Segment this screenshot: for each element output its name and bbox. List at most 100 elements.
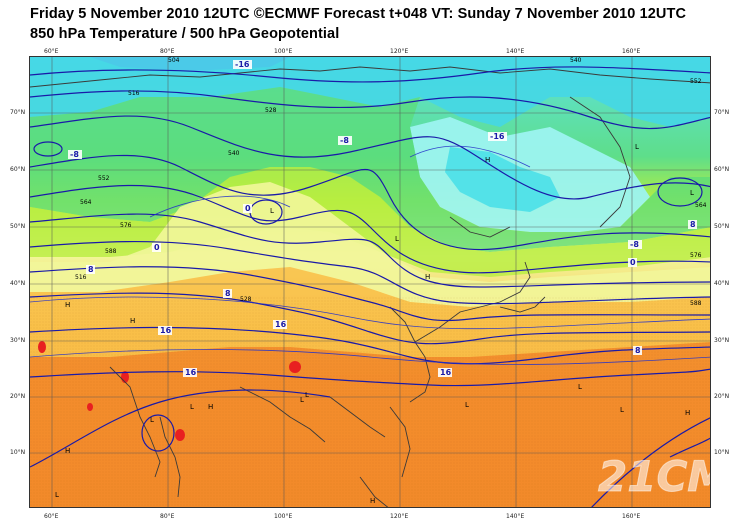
pressure-center-label: H: [65, 301, 70, 309]
geopotential-label: 540: [570, 57, 582, 64]
lon-label-120e: 120°E: [390, 513, 409, 520]
lon-label-140e: 140°E: [506, 513, 525, 520]
pressure-center-label: H: [130, 317, 135, 325]
geopotential-label: 552: [690, 78, 702, 85]
pressure-center-label: H: [65, 447, 70, 455]
map-canvas: 504 516 528 540 552 564 576 588 516 528 540 552 564 5…: [30, 57, 711, 507]
pressure-center-label: L: [150, 416, 154, 424]
lat-label-40n: 40°N: [10, 280, 26, 287]
geopotential-label: 516: [128, 90, 140, 97]
temperature-label-bg: [628, 258, 637, 267]
temperature-label: -8: [70, 150, 79, 159]
pressure-center-label: H: [485, 156, 490, 164]
lat-label-60n: 60°N: [10, 166, 26, 173]
lon-label-top-160e: 160°E: [622, 48, 641, 55]
green-band: [30, 87, 710, 252]
temperature-label: -8: [630, 240, 639, 249]
geopotential-label: 552: [98, 175, 110, 182]
lat-label-right-60n: 60°N: [714, 166, 730, 173]
temperature-label-bg: [628, 240, 642, 249]
temperature-label-bg: [158, 326, 172, 335]
geopotential-label: 564: [695, 202, 707, 209]
temperature-label: 0: [245, 204, 251, 213]
pressure-center-label: H: [370, 497, 375, 505]
temperature-label: 16: [440, 368, 452, 377]
geopotential-label-group: 504 516 528 540 552 564 576 588 516 528 540 552 564 5…: [75, 57, 707, 307]
pressure-center-label: L: [635, 143, 639, 151]
lat-label-20n: 20°N: [10, 393, 26, 400]
geopotential-label: 540: [228, 150, 240, 157]
coastlines: [30, 66, 710, 507]
pressure-center-label: L: [620, 406, 624, 414]
temperature-label: 8: [225, 289, 231, 298]
lon-label-100e: 100°E: [274, 513, 293, 520]
temperature-label-bg: [86, 265, 95, 274]
lon-label-top-80e: 80°E: [160, 48, 175, 55]
lon-label-top-140e: 140°E: [506, 48, 525, 55]
temperature-label-bg: [438, 368, 452, 377]
cold-region-cyan-north: [30, 57, 710, 127]
temperature-label-bg: [233, 60, 252, 69]
temperature-label-bg: [338, 136, 352, 145]
temperature-label-bg: [243, 204, 252, 213]
geopotential-label: 504: [168, 57, 180, 64]
temperature-label: 8: [690, 220, 696, 229]
geopotential-label: 576: [120, 222, 132, 229]
temperature-label-bg: [273, 320, 287, 329]
lat-label-10n: 10°N: [10, 449, 26, 456]
temperature-label: -16: [235, 60, 250, 69]
chart-title-line2: 850 hPa Temperature / 500 hPa Geopotenti…: [30, 26, 340, 42]
geopotential-label: 528: [240, 296, 252, 303]
geopotential-label: 516: [75, 274, 87, 281]
lat-label-right-40n: 40°N: [714, 280, 730, 287]
temperature-label: 8: [88, 265, 94, 274]
temperature-label: 0: [630, 258, 636, 267]
temperature-label: -8: [340, 136, 349, 145]
pressure-center-label: L: [300, 396, 304, 404]
paleyellow-ridge: [30, 182, 710, 307]
geopotential-label: 576: [690, 252, 702, 259]
chart-title-line1: Friday 5 November 2010 12UTC ©ECMWF Fore…: [30, 6, 687, 22]
temperature-label-bg: [633, 346, 642, 355]
pressure-center-label: H: [685, 409, 690, 417]
temperature-label: 0: [154, 243, 160, 252]
lat-label-right-20n: 20°N: [714, 393, 730, 400]
watermark-logo: 21CMA: [598, 452, 711, 501]
pressure-center-label: L: [465, 401, 469, 409]
temperature-label-bg: [223, 289, 232, 298]
geopotential-label: 588: [690, 300, 702, 307]
weather-map: 504 516 528 540 552 564 576 588 516 528 540 552 564 5…: [29, 56, 711, 508]
temperature-contours: [30, 145, 710, 365]
pressure-center-label: L: [578, 383, 582, 391]
pressure-center-label: L: [190, 403, 194, 411]
lon-label-top-100e: 100°E: [274, 48, 293, 55]
temperature-label-bg: [68, 150, 82, 159]
lon-label-top-60e: 60°E: [44, 48, 59, 55]
lat-label-30n: 30°N: [10, 337, 26, 344]
lat-label-50n: 50°N: [10, 223, 26, 230]
lat-label-right-30n: 30°N: [714, 337, 730, 344]
geopotential-label: 528: [265, 107, 277, 114]
warm-spots: [38, 341, 301, 441]
lat-label-right-10n: 10°N: [714, 449, 730, 456]
temperature-label-bg: [152, 243, 161, 252]
temperature-label: -16: [490, 132, 505, 141]
temperature-label: 16: [185, 368, 197, 377]
pressure-center-label: H: [208, 403, 213, 411]
pressure-center-label: L: [55, 491, 59, 499]
lat-label-right-50n: 50°N: [714, 223, 730, 230]
temperature-label-group: -16 -8 -8 0 0 8 8 16 16 16 16 -16 -8 8 0 8: [68, 60, 697, 377]
lat-label-right-70n: 70°N: [714, 109, 730, 116]
temperature-label-bg: [183, 368, 197, 377]
temperature-label-bg: [488, 132, 507, 141]
pressure-center-label: L: [395, 235, 399, 243]
pressure-center-label: L: [690, 189, 694, 197]
temperature-label: 16: [160, 326, 172, 335]
temperature-label-bg: [688, 220, 697, 229]
pressure-center-label: H: [425, 273, 430, 281]
geopotential-label: 564: [80, 199, 92, 206]
lon-label-top-120e: 120°E: [390, 48, 409, 55]
pressure-center-label: L: [270, 207, 274, 215]
temperature-label: 8: [635, 346, 641, 355]
